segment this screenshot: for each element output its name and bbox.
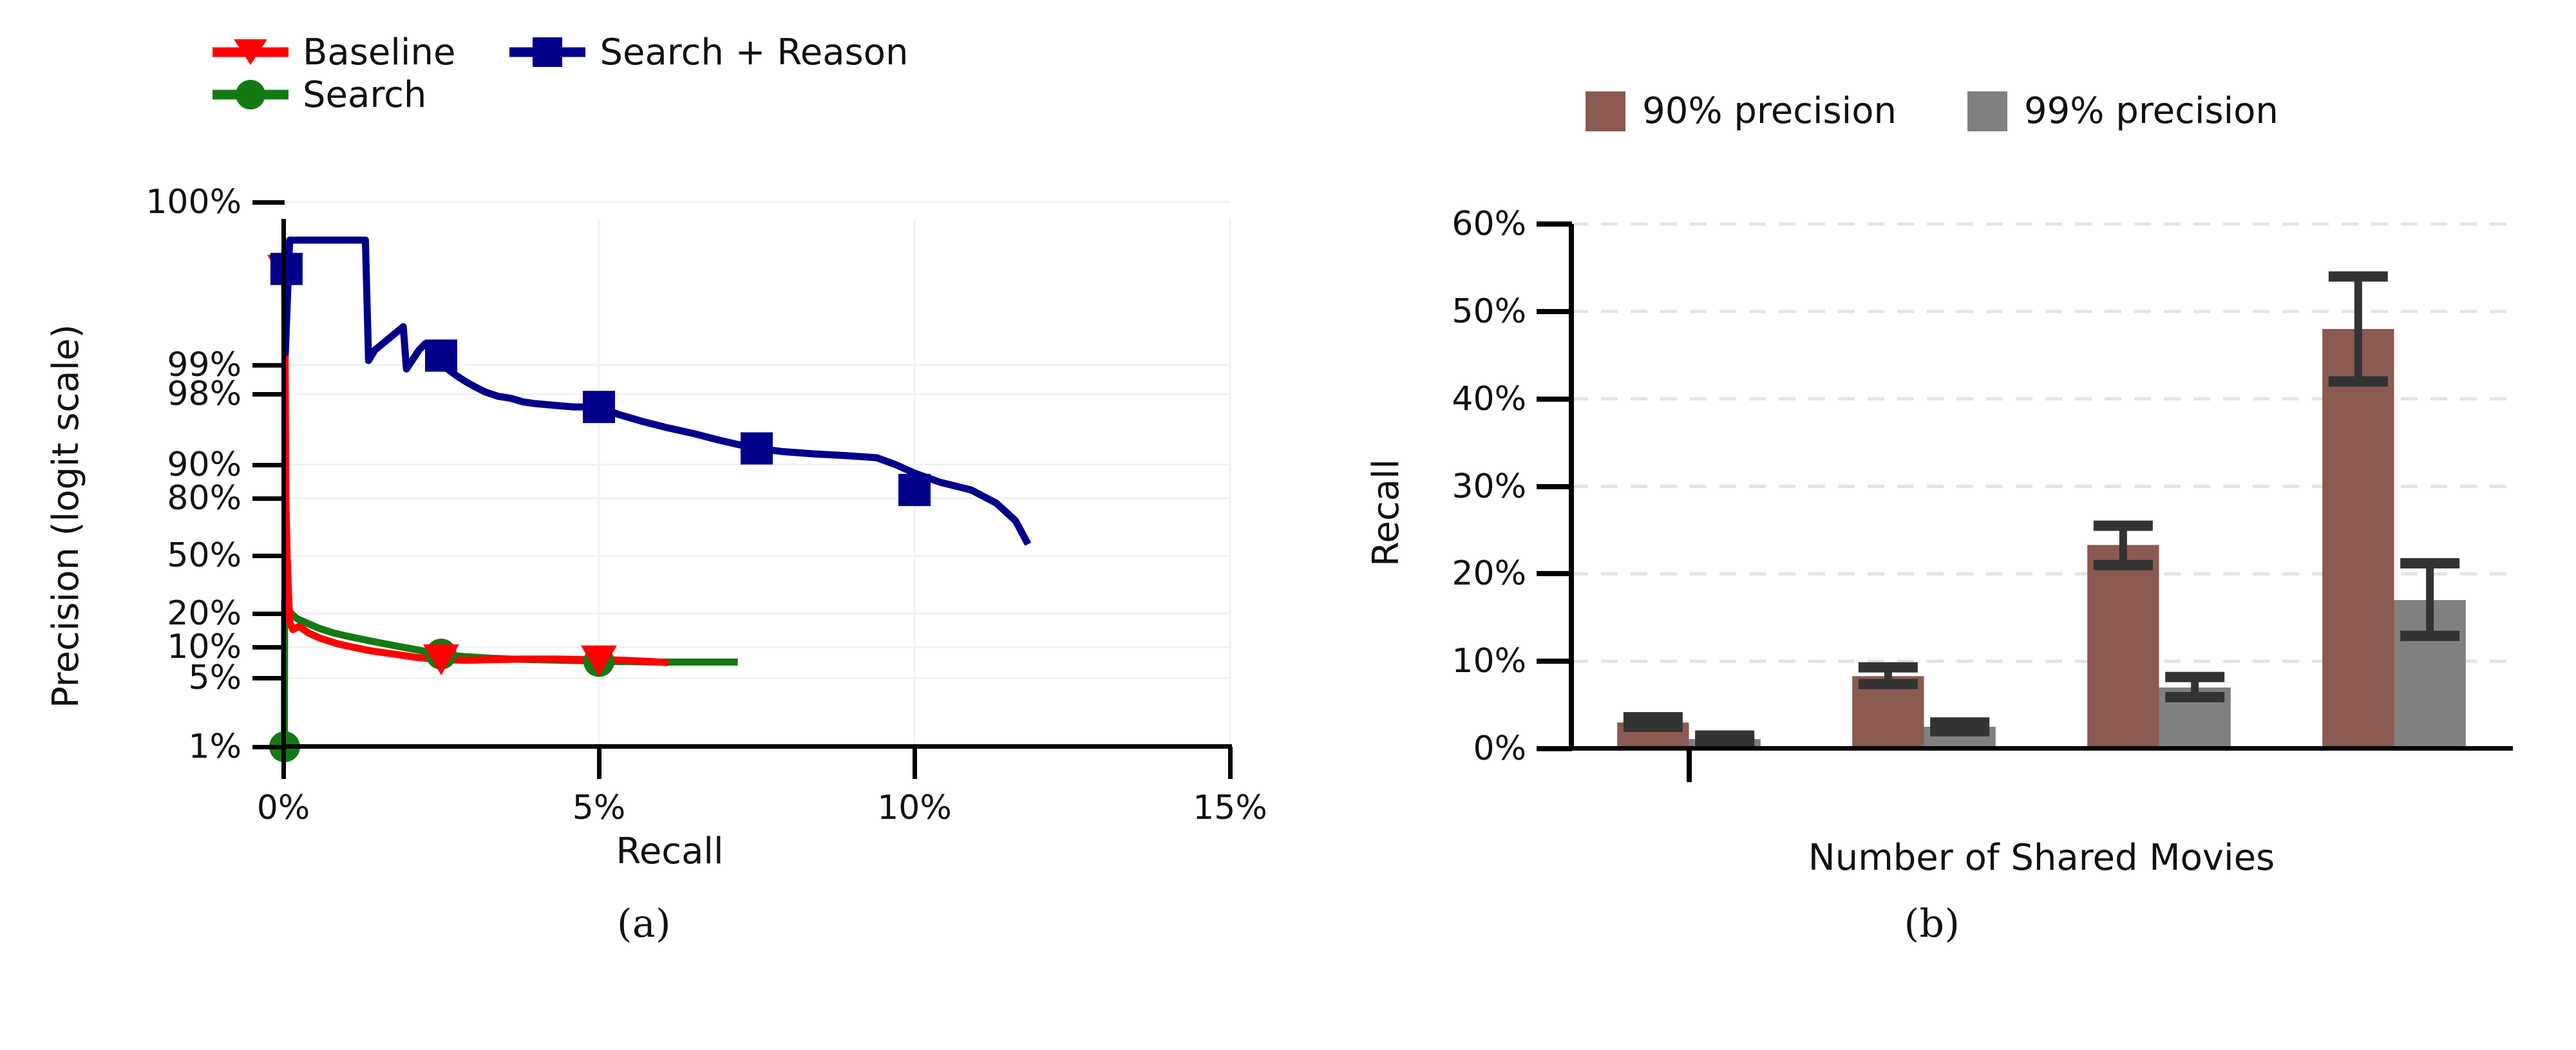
panel-b-x-axis-title: Number of Shared Movies (1808, 837, 2275, 879)
baseline-marker-icon (213, 34, 289, 70)
panel-a-x-tick-label: 5% (572, 789, 626, 827)
panel-a-series-layer (267, 201, 1231, 762)
panel-b-y-tick (1537, 746, 1572, 751)
series-marker (270, 252, 303, 285)
panel-a-plot-area (267, 201, 1231, 762)
panel-a-x-tick-label: 0% (256, 789, 310, 827)
panel-b-y-tick-label: 20% (1452, 554, 1526, 594)
panel-a-x-tick (913, 747, 917, 779)
panel-a-y-tick (252, 554, 285, 559)
panel-a-y-tick (252, 462, 285, 467)
panel-b-y-tick (1537, 659, 1572, 664)
bar (2322, 329, 2394, 749)
legend-label-90-precision: 90% precision (1642, 90, 1897, 132)
panel-a-y-tick (252, 200, 285, 205)
search-reason-marker-icon (509, 34, 586, 70)
panel-a-y-tick-label: 1% (188, 727, 242, 766)
panel-b-series-layer (1571, 222, 2512, 749)
panel-b-y-tick (1537, 396, 1572, 402)
series-line-search-reason (281, 236, 1032, 546)
series-marker (898, 474, 931, 507)
panel-a-y-tick-label: 90% (167, 445, 242, 484)
panel-a: Baseline Search + Reason Search (45, 31, 1267, 947)
bar (2087, 545, 2159, 749)
subcaption-b: (b) (1904, 901, 1960, 946)
legend-label-99-precision: 99% precision (2024, 90, 2278, 132)
error-bar (1858, 662, 1918, 689)
panel-a-y-tick-label: 100% (146, 182, 242, 221)
error-bar (2400, 558, 2460, 641)
error-bar (2093, 520, 2153, 570)
panel-a-y-tick-label: 50% (167, 536, 242, 576)
panel-a-y-tick (252, 392, 285, 397)
panel-a-y-tick-label: 20% (167, 594, 242, 633)
search-marker-icon (213, 77, 289, 113)
panel-a-x-axis-title: Recall (616, 830, 724, 872)
error-bar (2165, 671, 2225, 702)
panel-b-y-tick (1537, 571, 1572, 577)
panel-a-y-tick (252, 611, 285, 616)
panel-a-y-tick (252, 745, 285, 749)
legend-item-99-precision[interactable]: 99% precision (1967, 90, 2278, 132)
panel-b-y-tick (1537, 221, 1572, 227)
error-bar (1695, 730, 1755, 747)
panel-b-x-axis-line (1569, 746, 2513, 751)
panel-a-x-axis-line (281, 744, 1232, 749)
panel-b-plot-area (1571, 222, 2512, 749)
panel-a-y-tick (252, 362, 285, 368)
series-marker (423, 644, 459, 675)
series-marker (741, 432, 773, 465)
panel-a-y-tick-label: 10% (167, 628, 242, 667)
panel-a-x-tick (597, 747, 601, 779)
panel-a-y-tick (252, 676, 285, 681)
panel-b-y-tick-label: 30% (1452, 467, 1526, 506)
series-marker (583, 391, 615, 424)
panel-a-y-tick (252, 645, 285, 650)
error-bar (2328, 271, 2388, 387)
legend-item-90-precision[interactable]: 90% precision (1586, 90, 1897, 132)
panel-b-y-tick (1537, 308, 1572, 314)
panel-b: 90% precision 99% precision Recall 0% 10%… (1288, 0, 2576, 1050)
legend-row-2: Search (213, 73, 1050, 116)
legend-row-1: Baseline Search + Reason (213, 31, 1050, 73)
legend-label-search-reason: Search + Reason (600, 31, 909, 73)
panel-a-y-axis-line (281, 219, 286, 749)
series-line-search (280, 597, 738, 747)
swatch-99-precision-icon (1967, 91, 2007, 131)
panel-a-y-tick (252, 496, 285, 501)
panel-a-y-tick-label: 80% (167, 478, 242, 518)
panel-a-x-tick-label: 15% (1193, 789, 1267, 827)
legend-panel-b: 90% precision 99% precision (1288, 90, 2576, 132)
swatch-90-precision-icon (1586, 91, 1626, 131)
panel-b-y-tick-label: 40% (1452, 379, 1526, 418)
panel-b-y-tick-label: 60% (1452, 205, 1526, 243)
panel-a-y-tick-label: 99% (167, 345, 242, 384)
series-marker (581, 645, 617, 677)
subcaption-a: (a) (616, 901, 672, 946)
panel-a-x-tick (281, 747, 286, 779)
panel-a-y-tick-label: 5% (188, 659, 242, 698)
panel-b-y-tick (1537, 483, 1572, 489)
panel-b-y-tick-label: 10% (1452, 642, 1526, 681)
panel-a-x-tick-label: 10% (877, 789, 952, 827)
legend-item-search-reason[interactable]: Search + Reason (509, 32, 908, 73)
legend-panel-a: Baseline Search + Reason Search (213, 31, 1050, 116)
series-line-baseline (281, 268, 669, 666)
error-bar (1623, 712, 1683, 733)
panel-b-y-tick-label: 50% (1452, 292, 1526, 331)
panel-b-y-tick-label: 0% (1473, 729, 1527, 768)
panel-a-y-tick-label: 98% (167, 375, 242, 414)
series-marker (425, 339, 457, 372)
error-bar (1930, 717, 1990, 736)
legend-label-baseline: Baseline (303, 31, 456, 73)
panel-b-x-tick (1686, 749, 1692, 782)
legend-item-search[interactable]: Search (213, 74, 426, 116)
legend-item-baseline[interactable]: Baseline (213, 32, 455, 73)
legend-label-search: Search (303, 73, 427, 116)
panel-a-x-tick (1228, 747, 1233, 779)
